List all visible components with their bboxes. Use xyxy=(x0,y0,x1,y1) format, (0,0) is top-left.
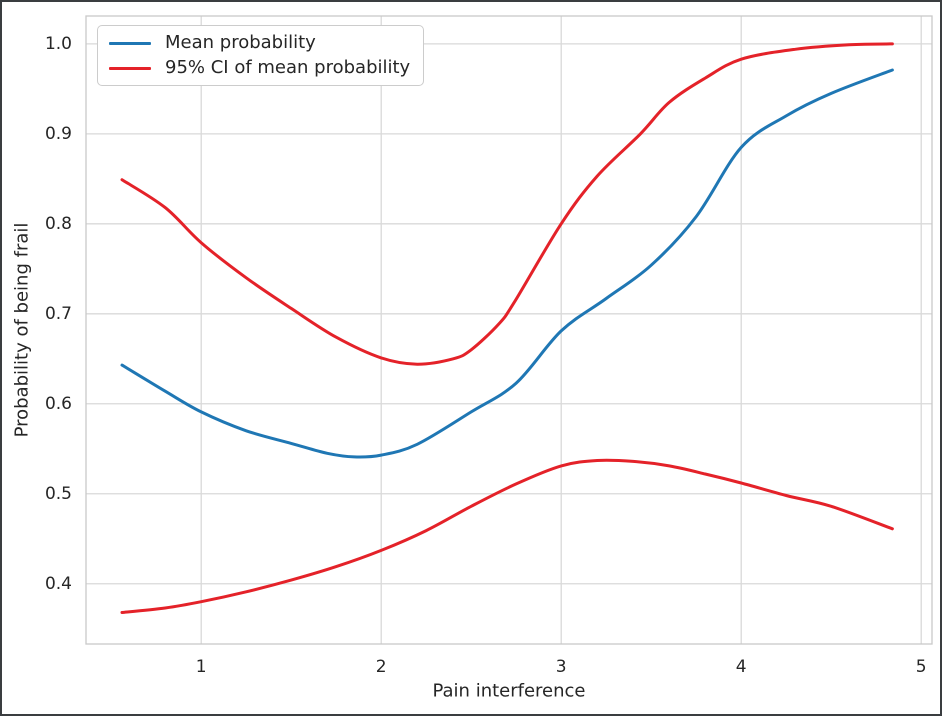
legend-line-sample-mean xyxy=(109,41,151,45)
ci-upper-curve xyxy=(120,42,894,366)
x-tick-label: 1 xyxy=(195,657,207,677)
y-tick-label: 0.9 xyxy=(44,123,72,144)
x-tick-label: 4 xyxy=(735,657,747,677)
y-tick-label: 0.5 xyxy=(44,483,72,504)
legend-label-ci: 95% CI of mean probability xyxy=(165,57,411,78)
legend-line-sample-ci xyxy=(109,66,151,70)
y-tick-label: 0.4 xyxy=(44,573,72,594)
x-tick-label: 3 xyxy=(555,657,567,677)
y-tick-label: 0.7 xyxy=(44,303,72,324)
legend: Mean probability 95% CI of mean probabil… xyxy=(97,25,424,86)
x-axis-label: Pain interference xyxy=(432,680,586,702)
legend-label-mean: Mean probability xyxy=(165,32,316,53)
x-tick-label: 2 xyxy=(375,657,387,677)
legend-item-ci: 95% CI of mean probability xyxy=(109,59,423,77)
ci-lower-curve xyxy=(120,458,894,614)
plot-border xyxy=(85,15,933,645)
y-axis-label: Probability of being frail xyxy=(11,222,33,438)
legend-item-mean: Mean probability xyxy=(109,34,423,52)
mean-probability-curve xyxy=(120,68,894,459)
y-tick-label: 1.0 xyxy=(44,33,72,54)
x-tick-label: 5 xyxy=(915,657,927,677)
y-tick-label: 0.6 xyxy=(44,393,72,414)
y-tick-label: 0.8 xyxy=(44,213,72,234)
